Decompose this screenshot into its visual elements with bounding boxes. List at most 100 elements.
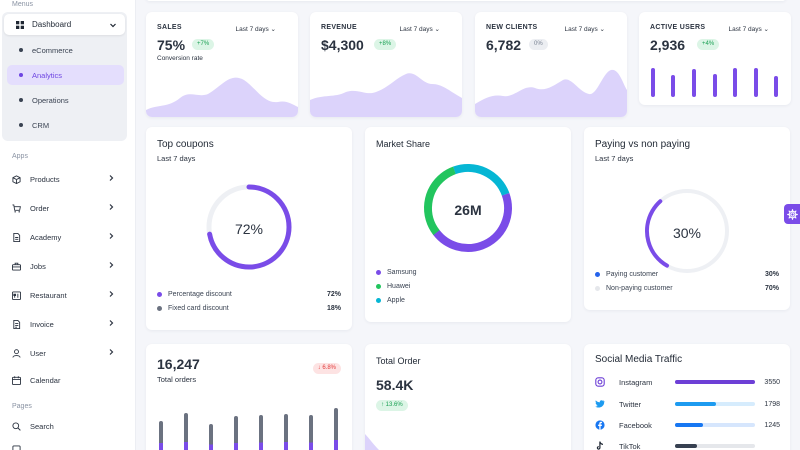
settings-gear-button[interactable]	[784, 204, 800, 224]
mini-bar	[713, 74, 717, 97]
range-label: Last 7 days	[728, 26, 762, 33]
legend-dot-icon	[376, 270, 381, 275]
paying-card: Paying vs non paying Last 7 days 30% Pay…	[584, 127, 790, 310]
chevron-right-icon	[109, 320, 114, 326]
legend-dot-icon	[595, 286, 600, 291]
market-share-card: Market Share 26M Samsung Huawei Apple	[365, 127, 571, 322]
traffic-row-facebook: Facebook 1245	[595, 418, 780, 432]
sidebar-item-label: Analytics	[32, 70, 63, 80]
traffic-label: Facebook	[619, 420, 652, 430]
sidebar-item-academy[interactable]: Academy	[12, 228, 124, 246]
total-orders-value: 16,247	[157, 356, 200, 372]
legend-value: 30%	[764, 271, 779, 278]
sparkline-area	[475, 69, 627, 117]
legend-label: Apple	[387, 297, 405, 304]
range-dropdown[interactable]: Last 7 days ⌄	[728, 26, 769, 33]
range-dropdown[interactable]: Last 7 days ⌄	[564, 26, 605, 33]
chevron-right-icon	[109, 262, 114, 268]
top-coupons-card: Top coupons Last 7 days 72% Percentage d…	[146, 127, 352, 330]
stacked-bar	[209, 424, 213, 450]
dashboard-label: Dashboard	[32, 20, 72, 29]
legend-item: Percentage discount	[157, 291, 232, 298]
card-title: Market Share	[376, 139, 431, 149]
sidebar-item-search[interactable]: Search	[12, 417, 124, 435]
sidebar-item-label: Operations	[32, 95, 69, 105]
legend-value: 70%	[764, 285, 779, 292]
kpi-badge: +8%	[374, 39, 397, 50]
sidebar-item-label: Products	[30, 174, 60, 184]
twitter-icon	[595, 400, 605, 408]
sidebar-item-order[interactable]: Order	[12, 199, 124, 217]
donut-center-value: 26M	[454, 202, 482, 218]
dashboard-menu-button[interactable]: Dashboard	[4, 14, 125, 35]
traffic-label: Twitter	[619, 399, 642, 409]
sidebar-item-label: Restaurant	[30, 290, 67, 300]
sparkline-area	[146, 77, 298, 117]
total-order-card: Total Order 58.4K ↑ 13.6%	[365, 344, 571, 450]
traffic-fill	[675, 444, 698, 448]
traffic-track	[675, 380, 755, 384]
range-dropdown[interactable]: Last 7 days ⌄	[399, 26, 440, 33]
traffic-track	[675, 402, 755, 406]
legend-label: Fixed card discount	[168, 305, 229, 312]
sidebar-item-invoice[interactable]: Invoice	[12, 315, 124, 333]
traffic-row-instagram: Instagram 3550	[595, 375, 780, 389]
legend-item: Non-paying customer	[595, 285, 673, 292]
traffic-fill	[675, 402, 716, 406]
sidebar-item-operations[interactable]: Operations	[7, 90, 124, 110]
legend-label: Non-paying customer	[606, 285, 673, 292]
legend-label: Paying customer	[606, 271, 659, 278]
mini-bar	[671, 75, 675, 97]
search-icon	[12, 421, 21, 431]
sidebar-item-crm[interactable]: CRM	[7, 115, 124, 135]
mini-bar	[733, 68, 737, 97]
traffic-value: 1798	[764, 400, 780, 408]
donut-center-value: 72%	[234, 221, 264, 237]
card-subtitle: Last 7 days	[157, 154, 196, 163]
mini-bar	[774, 76, 778, 97]
kpi-badge: 0%	[529, 39, 548, 50]
legend-dot-icon	[376, 284, 381, 289]
badge-value: 6.8%	[322, 365, 336, 371]
legend-dot-icon	[595, 272, 600, 277]
card-title: Social Media Traffic	[595, 354, 683, 365]
sidebar-item-products[interactable]: Products	[12, 170, 124, 188]
sidebar-item-label: Order	[30, 203, 50, 213]
sidebar-item-calendar[interactable]: Calendar	[12, 371, 124, 389]
total-orders-label: Total orders	[157, 375, 197, 384]
bullet-icon	[19, 123, 23, 127]
sidebar-item-ecommerce[interactable]: eCommerce	[7, 40, 124, 60]
sidebar-item-restaurant[interactable]: Restaurant	[12, 286, 124, 304]
sidebar-item-analytics[interactable]: Analytics	[7, 65, 124, 85]
change-badge: ↓ 6.8%	[312, 363, 341, 374]
kpi-badge: +7%	[192, 39, 215, 50]
chevron-right-icon	[109, 291, 114, 297]
sidebar-item-partial[interactable]	[12, 440, 124, 450]
range-label: Last 7 days	[399, 26, 433, 33]
traffic-label: Instagram	[619, 377, 653, 387]
stacked-bar	[259, 415, 263, 450]
chevron-right-icon	[109, 349, 114, 355]
traffic-label: TikTok	[619, 441, 641, 450]
tiktok-icon	[596, 441, 603, 450]
change-badge: ↑ 13.6%	[376, 400, 408, 411]
sidebar-item-user[interactable]: User	[12, 344, 124, 362]
chevron-down-icon	[110, 23, 116, 27]
sidebar-item-jobs[interactable]: Jobs	[12, 257, 124, 275]
donut-slice-samsung	[424, 164, 512, 252]
legend-label: Huawei	[387, 283, 411, 290]
calendar-icon	[12, 375, 21, 385]
stacked-bar	[334, 408, 338, 450]
kpi-value: $4,300	[321, 37, 364, 53]
sidebar-item-label: Search	[30, 421, 54, 431]
sparkline-area	[310, 73, 462, 117]
social-traffic-card: Social Media Traffic Instagram 3550 Twit…	[584, 344, 790, 450]
legend-value: 18%	[326, 305, 341, 312]
legend-item: Samsung	[376, 269, 417, 276]
legend-label: Samsung	[387, 269, 417, 276]
range-dropdown[interactable]: Last 7 days ⌄	[235, 26, 276, 33]
paying-progress-arc	[645, 189, 729, 273]
bullet-icon	[19, 98, 23, 102]
kpi-caption: Conversion rate	[157, 55, 203, 62]
legend-label: Percentage discount	[168, 291, 232, 298]
